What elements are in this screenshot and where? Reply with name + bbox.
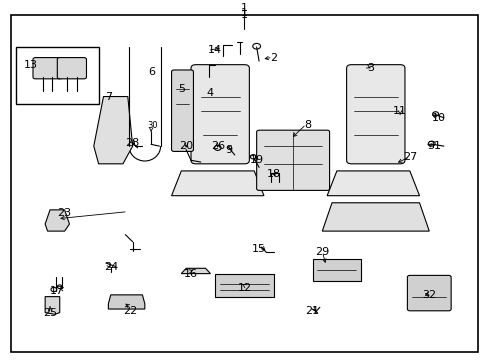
- Text: 10: 10: [431, 113, 445, 123]
- Text: 6: 6: [148, 67, 155, 77]
- Polygon shape: [45, 210, 69, 231]
- Text: 12: 12: [237, 283, 251, 293]
- Text: 14: 14: [208, 45, 222, 55]
- Text: 2: 2: [269, 53, 277, 63]
- FancyBboxPatch shape: [256, 130, 329, 190]
- Text: 22: 22: [123, 306, 137, 316]
- Text: 23: 23: [58, 208, 72, 219]
- Text: 19: 19: [249, 155, 263, 165]
- Text: 25: 25: [43, 307, 57, 318]
- Text: 4: 4: [206, 88, 214, 98]
- Text: 7: 7: [104, 91, 112, 102]
- FancyBboxPatch shape: [57, 58, 86, 79]
- Text: 8: 8: [304, 120, 311, 130]
- Text: 17: 17: [50, 286, 64, 296]
- FancyBboxPatch shape: [215, 274, 273, 297]
- Text: 1: 1: [241, 3, 247, 13]
- FancyBboxPatch shape: [312, 260, 361, 281]
- Polygon shape: [326, 171, 419, 196]
- Text: 5: 5: [178, 85, 184, 94]
- Polygon shape: [94, 96, 132, 164]
- Text: 9: 9: [225, 145, 232, 155]
- FancyBboxPatch shape: [11, 15, 477, 351]
- Text: 3: 3: [366, 63, 374, 73]
- Text: 11: 11: [392, 106, 406, 116]
- Polygon shape: [322, 203, 428, 231]
- Text: 1: 1: [241, 10, 247, 20]
- Text: 27: 27: [402, 152, 416, 162]
- FancyBboxPatch shape: [407, 275, 450, 311]
- Text: 20: 20: [179, 141, 193, 151]
- Text: 13: 13: [23, 60, 38, 70]
- Text: 15: 15: [252, 244, 265, 254]
- FancyBboxPatch shape: [171, 70, 193, 152]
- FancyBboxPatch shape: [16, 47, 99, 104]
- Text: 28: 28: [125, 138, 140, 148]
- Text: 18: 18: [266, 170, 280, 179]
- Text: 1: 1: [241, 8, 247, 18]
- Polygon shape: [181, 268, 210, 274]
- Polygon shape: [108, 295, 144, 309]
- Text: 21: 21: [305, 306, 319, 316]
- Text: 16: 16: [183, 269, 198, 279]
- Text: 24: 24: [103, 261, 118, 271]
- Text: 29: 29: [315, 247, 329, 257]
- FancyBboxPatch shape: [191, 65, 249, 164]
- Text: 30: 30: [146, 121, 157, 130]
- Polygon shape: [171, 171, 264, 196]
- Polygon shape: [45, 297, 60, 314]
- FancyBboxPatch shape: [346, 65, 404, 164]
- FancyBboxPatch shape: [33, 58, 62, 79]
- Text: 31: 31: [426, 141, 440, 151]
- Text: 32: 32: [421, 290, 435, 300]
- Text: 26: 26: [210, 141, 224, 151]
